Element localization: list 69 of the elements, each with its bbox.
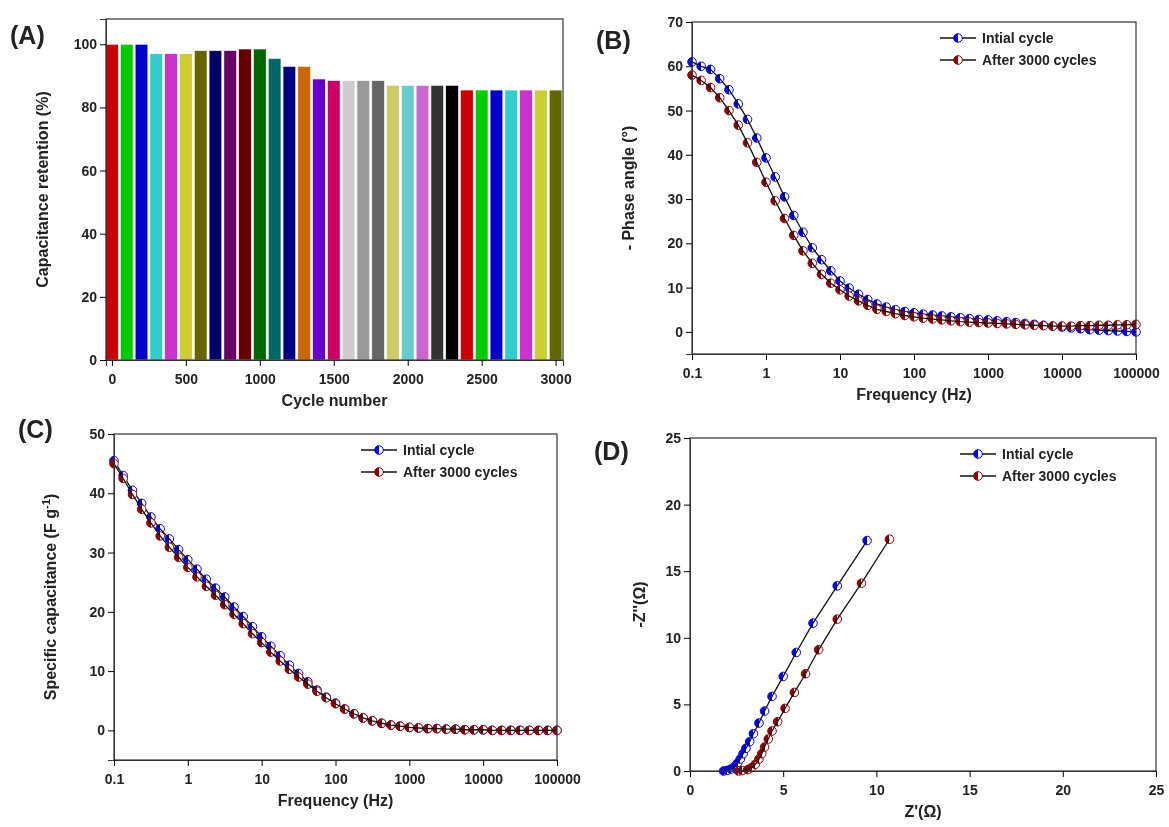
y-tick-label: 5 — [673, 696, 682, 713]
y-tick-label: 60 — [81, 162, 98, 179]
legend-label: Intial cycle — [1002, 446, 1074, 462]
y-tick-label: 80 — [81, 99, 98, 116]
y-tick-label: 70 — [667, 13, 684, 30]
x-axis-title: Cycle number — [281, 392, 388, 409]
y-tick-label: 10 — [667, 279, 684, 296]
x-tick-label: 10000 — [1043, 365, 1083, 382]
y-axis-title: -Z''(Ω) — [631, 581, 648, 628]
x-tick-label: 2500 — [466, 371, 498, 388]
y-axis-title: - Phase angle (°) — [620, 125, 637, 251]
y-axis-title: Capacitance retention (%) — [34, 91, 51, 288]
x-tick-label: 100 — [324, 771, 348, 788]
x-tick-label: 100000 — [534, 771, 582, 788]
y-tick-label: 30 — [89, 544, 106, 561]
y-tick-label: 50 — [89, 425, 106, 442]
x-tick-label: 15 — [962, 782, 979, 799]
x-tick-label: 0 — [108, 371, 117, 388]
y-tick-label: 0 — [89, 351, 98, 368]
chart-title: (C) — [18, 415, 53, 443]
x-axis-title: Frequency (Hz) — [277, 792, 394, 809]
x-tick-label: 1000 — [972, 365, 1005, 382]
legend-label: Intial cycle — [982, 30, 1054, 46]
legend-label: After 3000 cycles — [1002, 468, 1117, 484]
x-tick-label: 2000 — [392, 371, 424, 388]
y-tick-label: 10 — [89, 663, 106, 680]
x-tick-label: 100 — [902, 365, 927, 382]
x-tick-label: 5 — [779, 782, 788, 799]
y-tick-label: 10 — [665, 629, 682, 646]
chart-title: (A) — [10, 21, 45, 49]
chart-title: (B) — [596, 26, 631, 54]
legend-label: After 3000 cycles — [982, 52, 1097, 68]
y-tick-label: 20 — [667, 235, 684, 252]
x-tick-label: 1 — [762, 365, 771, 382]
y-tick-label: 40 — [667, 146, 684, 163]
y-tick-label: 40 — [81, 225, 98, 242]
x-axis-title: Frequency (Hz) — [856, 386, 972, 403]
x-tick-label: 3000 — [540, 371, 572, 388]
y-tick-label: 60 — [667, 58, 684, 75]
x-tick-label: 0.1 — [104, 771, 125, 788]
chart-title: (D) — [594, 437, 629, 465]
x-tick-label: 10000 — [464, 771, 504, 788]
legend-label: Intial cycle — [403, 442, 475, 458]
x-tick-label: 1000 — [394, 771, 426, 788]
y-tick-label: 20 — [665, 496, 682, 513]
x-tick-label: 25 — [1148, 782, 1165, 799]
x-tick-label: 10 — [254, 771, 271, 788]
x-tick-label: 1 — [184, 771, 193, 788]
legend-label: After 3000 cycles — [403, 464, 518, 480]
x-tick-label: 10 — [832, 365, 849, 382]
y-tick-label: 0 — [97, 722, 106, 739]
y-tick-label: 30 — [667, 191, 684, 208]
y-tick-label: 25 — [665, 429, 682, 446]
x-tick-label: 1500 — [318, 371, 351, 388]
y-tick-label: 20 — [89, 603, 106, 620]
x-axis-title: Z'(Ω) — [904, 803, 942, 820]
x-tick-label: 1000 — [244, 371, 277, 388]
x-tick-label: 500 — [174, 371, 199, 388]
y-tick-label: 0 — [675, 323, 684, 340]
y-tick-label: 15 — [665, 563, 682, 580]
x-tick-label: 0 — [686, 782, 695, 799]
y-tick-label: 40 — [89, 485, 106, 502]
y-tick-label: 50 — [667, 102, 684, 119]
x-tick-label: 20 — [1055, 782, 1072, 799]
x-tick-label: 100000 — [1113, 365, 1161, 382]
y-tick-label: 20 — [81, 288, 98, 305]
y-tick-label: 100 — [73, 36, 98, 53]
x-tick-label: 0.1 — [682, 365, 703, 382]
x-tick-label: 10 — [869, 782, 885, 799]
